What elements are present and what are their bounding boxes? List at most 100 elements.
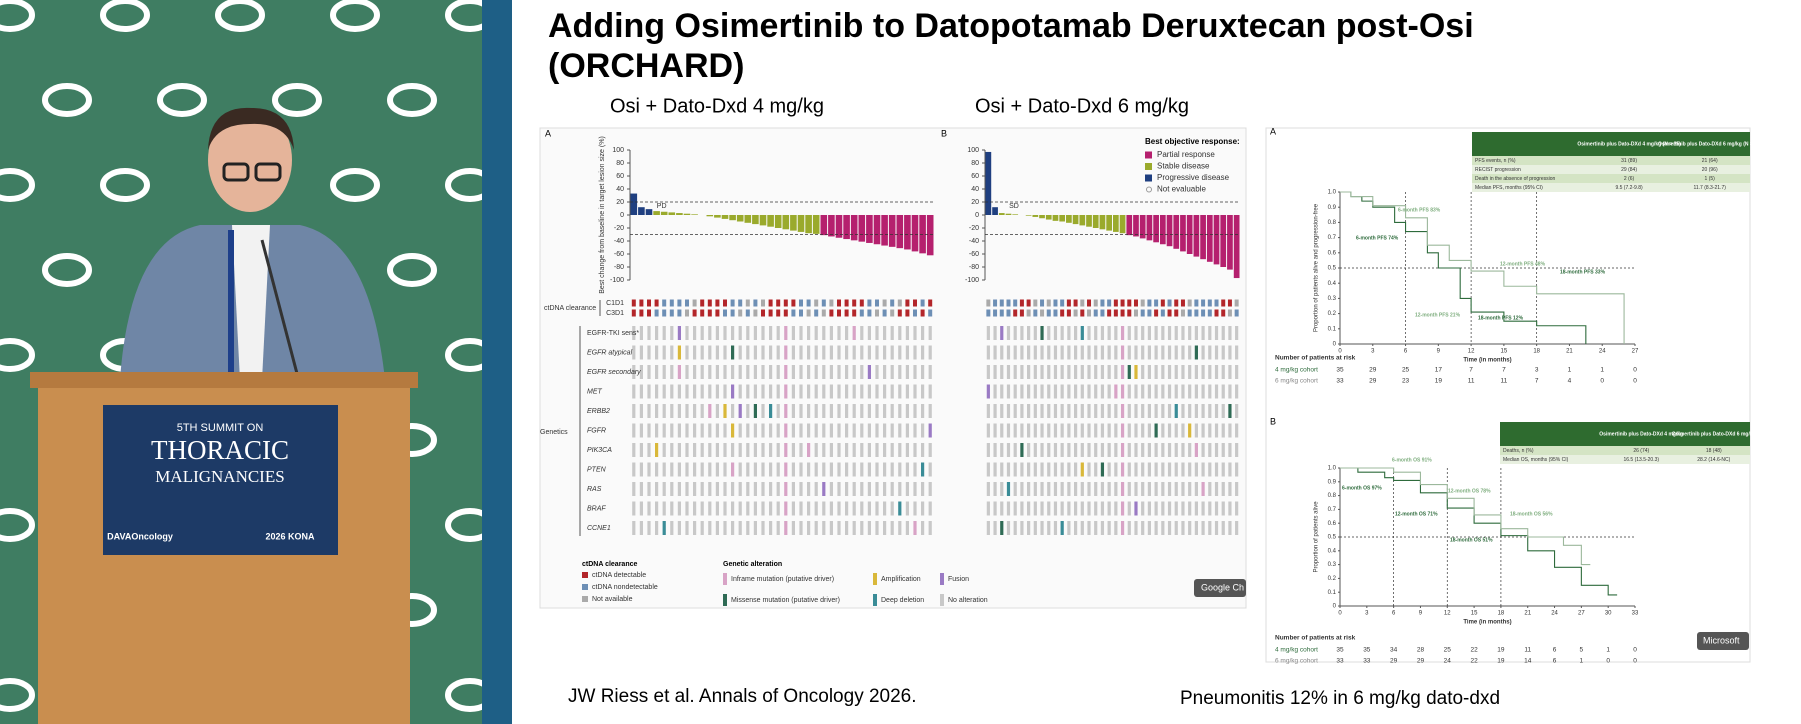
- gene-cell: [898, 521, 902, 535]
- x-tick-label: 12: [1468, 349, 1475, 355]
- gene-cell: [1188, 443, 1192, 457]
- gene-cell: [1141, 521, 1145, 535]
- bar: [998, 213, 1005, 215]
- table-cell: 2 (6): [1624, 176, 1635, 182]
- gene-cell: [986, 501, 990, 516]
- gene-cell: [1100, 365, 1105, 379]
- ctdna-cell: [1174, 299, 1179, 307]
- gene-cell: [1194, 365, 1198, 379]
- gene-cell: [1027, 365, 1031, 379]
- gene-cell: [700, 443, 704, 457]
- gene-cell: [814, 345, 818, 360]
- gene-cell: [1000, 443, 1004, 457]
- ctdna-cell: [1073, 309, 1078, 317]
- table-row: [1472, 156, 1750, 165]
- gene-cell: [1208, 423, 1212, 438]
- gene-cell: [883, 365, 887, 379]
- gene-cell: [890, 365, 894, 379]
- gene-cell: [685, 462, 689, 477]
- gene-cell: [1228, 384, 1232, 399]
- gene-cell: [1100, 501, 1105, 516]
- gene-cell: [814, 384, 818, 399]
- gene-cell: [1161, 443, 1165, 457]
- gene-cell: [1087, 326, 1091, 340]
- bar: [1072, 215, 1079, 225]
- tooltip: [1697, 632, 1749, 650]
- ctdna-cell: [707, 309, 712, 317]
- ctdna-cell: [707, 299, 712, 307]
- gene-cell: [1040, 404, 1044, 418]
- gene-cell: [875, 345, 879, 360]
- y-tick-label: -80: [969, 264, 979, 271]
- annotation: 6-month PFS 74%: [1356, 235, 1399, 241]
- legend-swatch: [582, 584, 588, 590]
- gene-cell: [776, 443, 780, 457]
- gene-cell: [700, 365, 704, 379]
- gene-cell: [890, 462, 894, 477]
- gene-cell: [837, 326, 841, 340]
- backdrop-logo: [387, 83, 437, 117]
- gene-cell: [1161, 365, 1165, 379]
- risk-value: 29: [1390, 658, 1398, 665]
- gene-cell: [731, 521, 735, 535]
- podium: 5TH SUMMIT ON THORACIC MALIGNANCIES DAVA…: [30, 372, 418, 724]
- speaker: [120, 107, 385, 386]
- gene-cell: [1174, 345, 1178, 360]
- gene-cell: [639, 482, 643, 496]
- gene-cell: [761, 326, 765, 340]
- gene-cell: [883, 482, 887, 496]
- gene-cell: [913, 365, 917, 379]
- row-label: ERBB2: [587, 408, 610, 415]
- table-cell: 11.7 (8.3-21.7): [1693, 185, 1726, 191]
- gene-cell: [761, 443, 765, 457]
- gene-cell: [1181, 423, 1185, 438]
- table-cell: Median PFS, months (95% CI): [1475, 185, 1543, 191]
- gene-cell: [746, 521, 750, 535]
- gene-cell: [860, 501, 864, 516]
- y-tick-label: 1.0: [1328, 190, 1337, 196]
- gene-cell: [1181, 326, 1185, 340]
- gene-cell: [670, 521, 674, 535]
- gene-cell: [746, 423, 750, 438]
- bar: [1086, 215, 1092, 227]
- gene-cell: [708, 482, 712, 496]
- gene-cell: [913, 384, 917, 399]
- ctdna-cell: [986, 309, 991, 317]
- gene-cell: [715, 423, 719, 438]
- ctdna-cell: [1033, 309, 1038, 317]
- gene-cell: [928, 521, 932, 535]
- table-row: [1500, 455, 1750, 464]
- gene-cell: [632, 404, 636, 418]
- legend-label: Progressive disease: [1157, 173, 1230, 182]
- ctdna-cell: [875, 299, 879, 307]
- ctdna-cell: [1207, 309, 1212, 317]
- gene-cell: [1013, 462, 1017, 477]
- y-tick-label: 80: [616, 160, 624, 167]
- gene-cell: [1006, 404, 1011, 418]
- gene-cell: [1214, 521, 1219, 535]
- gene-cell: [1201, 345, 1205, 360]
- legend-swatch: [723, 594, 727, 606]
- gene-cell: [670, 443, 674, 457]
- gene-cell: [829, 384, 833, 399]
- gene-cell: [867, 326, 871, 340]
- gene-cell: [1154, 423, 1158, 438]
- bar: [926, 215, 934, 256]
- gene-cell: [776, 482, 780, 496]
- gene-cell: [1094, 462, 1098, 477]
- gene-cell: [731, 384, 735, 399]
- gene-cell: [928, 462, 932, 477]
- gene-cell: [1147, 384, 1152, 399]
- gene-cell: [1120, 501, 1125, 516]
- gene-cell: [1000, 345, 1004, 360]
- note: Pneumonitis 12% in 6 mg/kg dato-dxd: [1180, 688, 1500, 709]
- gene-cell: [928, 423, 932, 438]
- gene-cell: [662, 462, 666, 477]
- gene-cell: [1161, 404, 1165, 418]
- bar: [1173, 215, 1180, 249]
- gene-cell: [1100, 482, 1105, 496]
- row-group-label: ctDNA clearance: [544, 305, 596, 312]
- gene-cell: [1154, 326, 1158, 340]
- ctdna-cell: [783, 309, 788, 317]
- backdrop-logo: [42, 83, 92, 117]
